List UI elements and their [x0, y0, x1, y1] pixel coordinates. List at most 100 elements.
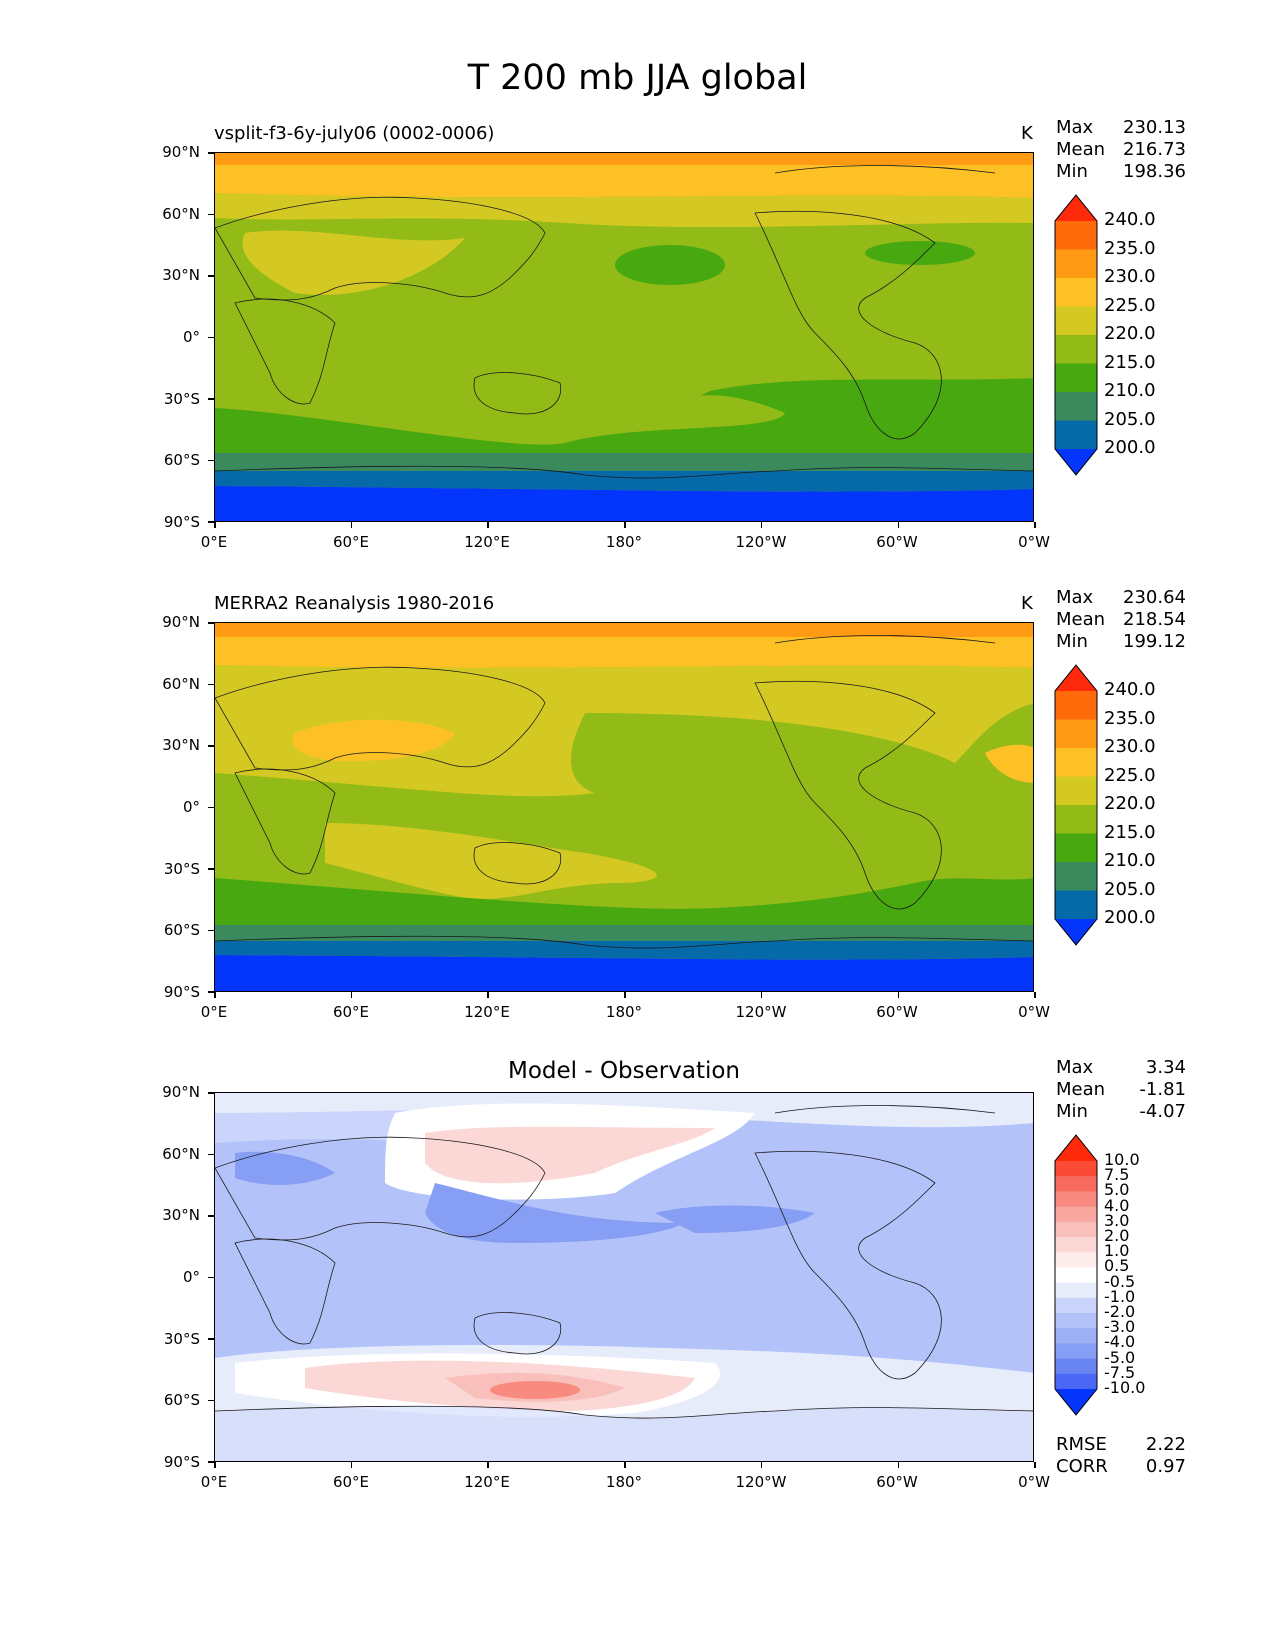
- colorbar-segment: [1055, 1328, 1097, 1344]
- colorbar-outline: [1054, 194, 1098, 476]
- x-tick-label: 0°E: [200, 533, 228, 551]
- colorbar-segment: [1055, 719, 1097, 749]
- y-tick-label: 60°N: [162, 675, 200, 693]
- unit-label: K: [1021, 593, 1033, 614]
- colorbar-segment: [1055, 221, 1097, 250]
- x-tick-mark: [1034, 1462, 1036, 1468]
- colorbar-svg: [1054, 664, 1098, 946]
- x-tick-mark: [214, 992, 216, 998]
- colorbar-segment: [1055, 890, 1097, 920]
- colorbar-outline: [1054, 1134, 1098, 1416]
- x-tick-label: 0°W: [1018, 1473, 1050, 1491]
- y-tick-mark: [208, 745, 214, 747]
- x-tick-label: 180°: [605, 1003, 643, 1021]
- x-tick-mark: [760, 522, 763, 528]
- x-tick-label: 60°E: [332, 1003, 370, 1021]
- stats-box: Max 230.64 Mean 218.54 Min 199.12: [1056, 587, 1186, 653]
- colorbar-segment: [1055, 1297, 1097, 1314]
- colorbar-segment: [1055, 1176, 1097, 1192]
- y-tick-mark: [208, 275, 214, 277]
- y-tick-label: 60°N: [162, 1145, 200, 1163]
- y-tick-mark: [208, 152, 214, 154]
- y-tick-label: 90°N: [162, 143, 200, 161]
- x-tick-mark: [350, 992, 353, 998]
- colorbar-extend-max: [1055, 195, 1097, 221]
- colorbar-tick-label: 3.0: [1104, 1210, 1130, 1230]
- x-tick-mark: [760, 1462, 763, 1468]
- y-tick-mark: [208, 1461, 214, 1463]
- stat-min-value: -4.07: [1139, 1101, 1186, 1122]
- rmse-label: RMSE: [1056, 1434, 1107, 1455]
- colorbar-tick-label: 225.0: [1104, 294, 1156, 316]
- y-tick-label: 0°: [182, 798, 200, 816]
- x-tick-mark: [487, 992, 489, 998]
- colorbar-segment: [1055, 748, 1097, 777]
- colorbar-tick-label: 10.0: [1104, 1150, 1140, 1169]
- x-tick-mark: [350, 1462, 353, 1468]
- x-tick-mark: [214, 1462, 216, 1468]
- x-tick-mark: [624, 1462, 626, 1468]
- stat-min-label: Min: [1056, 161, 1088, 182]
- x-tick-label: 0°W: [1018, 533, 1050, 551]
- colorbar-tick-label: 210.0: [1104, 850, 1156, 871]
- colorbar-segment: [1055, 862, 1097, 891]
- colorbar-tick-label: -7.5: [1104, 1362, 1136, 1382]
- colorbar-segment: [1055, 1267, 1097, 1284]
- y-tick-label: 60°S: [163, 1391, 200, 1409]
- y-tick-mark: [208, 806, 214, 808]
- colorbar-tick-label: 235.0: [1104, 707, 1156, 729]
- y-tick-label: 90°N: [162, 1083, 200, 1101]
- colorbar-extend-min: [1055, 919, 1097, 945]
- colorbar-tick-label: -3.0: [1104, 1317, 1136, 1337]
- colorbar-extend-min: [1055, 449, 1097, 475]
- y-tick-label: 90°N: [162, 613, 200, 631]
- colorbar-segment: [1055, 1191, 1097, 1208]
- colorbar-segment: [1055, 1358, 1097, 1375]
- x-tick-mark: [350, 522, 353, 528]
- y-tick-mark: [208, 622, 214, 624]
- corr-label: CORR: [1056, 1456, 1108, 1477]
- map-plot: [214, 1092, 1034, 1462]
- colorbar-segment: [1055, 249, 1097, 279]
- y-tick-mark: [208, 398, 214, 400]
- colorbar-segment: [1055, 363, 1097, 393]
- colorbar-tick-label: 220.0: [1104, 793, 1156, 814]
- colorbar-segment: [1055, 1343, 1097, 1360]
- x-tick-mark: [897, 992, 899, 998]
- y-tick-mark: [208, 213, 214, 215]
- x-tick-mark: [624, 992, 626, 998]
- panel-title: vsplit-f3-6y-july06 (0002-0006): [214, 123, 495, 144]
- x-tick-mark: [1034, 992, 1036, 998]
- x-tick-mark: [624, 522, 626, 528]
- colorbar-tick-label: 0.5: [1104, 1256, 1130, 1276]
- colorbar-tick-label: 225.0: [1104, 764, 1156, 786]
- stats-box: Max 230.13 Mean 216.73 Min 198.36: [1056, 117, 1186, 183]
- colorbar-segment: [1055, 1373, 1097, 1390]
- y-tick-label: 60°S: [163, 451, 200, 469]
- stat-min-value: 198.36: [1123, 161, 1186, 182]
- colorbar-tick-label: 1.0: [1104, 1241, 1130, 1261]
- x-tick-label: 0°E: [200, 1473, 228, 1491]
- y-tick-label: 30°N: [162, 1206, 200, 1224]
- stat-max-label: Max: [1056, 587, 1094, 608]
- colorbar-outline: [1054, 664, 1098, 946]
- y-tick-label: 0°: [182, 328, 200, 346]
- colorbar-tick-label: 205.0: [1104, 878, 1156, 900]
- colorbar-tick-label: 220.0: [1104, 323, 1156, 344]
- colorbar-segment: [1055, 1252, 1097, 1268]
- colorbar-tick-label: -2.0: [1104, 1302, 1136, 1321]
- y-tick-mark: [208, 521, 214, 523]
- stat-mean-label: Mean: [1056, 609, 1106, 630]
- colorbar-extend-max: [1055, 1135, 1097, 1161]
- y-tick-mark: [208, 459, 214, 461]
- colorbar-tick-label: -10.0: [1104, 1378, 1146, 1397]
- panel-title: MERRA2 Reanalysis 1980-2016: [214, 593, 495, 614]
- unit-label: K: [1021, 123, 1033, 144]
- stat-max-value: 3.34: [1145, 1057, 1186, 1078]
- colorbar-segment: [1055, 306, 1097, 336]
- x-tick-mark: [1034, 522, 1036, 528]
- colorbar-extend-max: [1055, 665, 1097, 691]
- x-tick-label: 0°W: [1018, 1003, 1050, 1021]
- x-tick-label: 60°W: [876, 1003, 918, 1021]
- figure-title: T 200 mb JJA global: [467, 58, 808, 98]
